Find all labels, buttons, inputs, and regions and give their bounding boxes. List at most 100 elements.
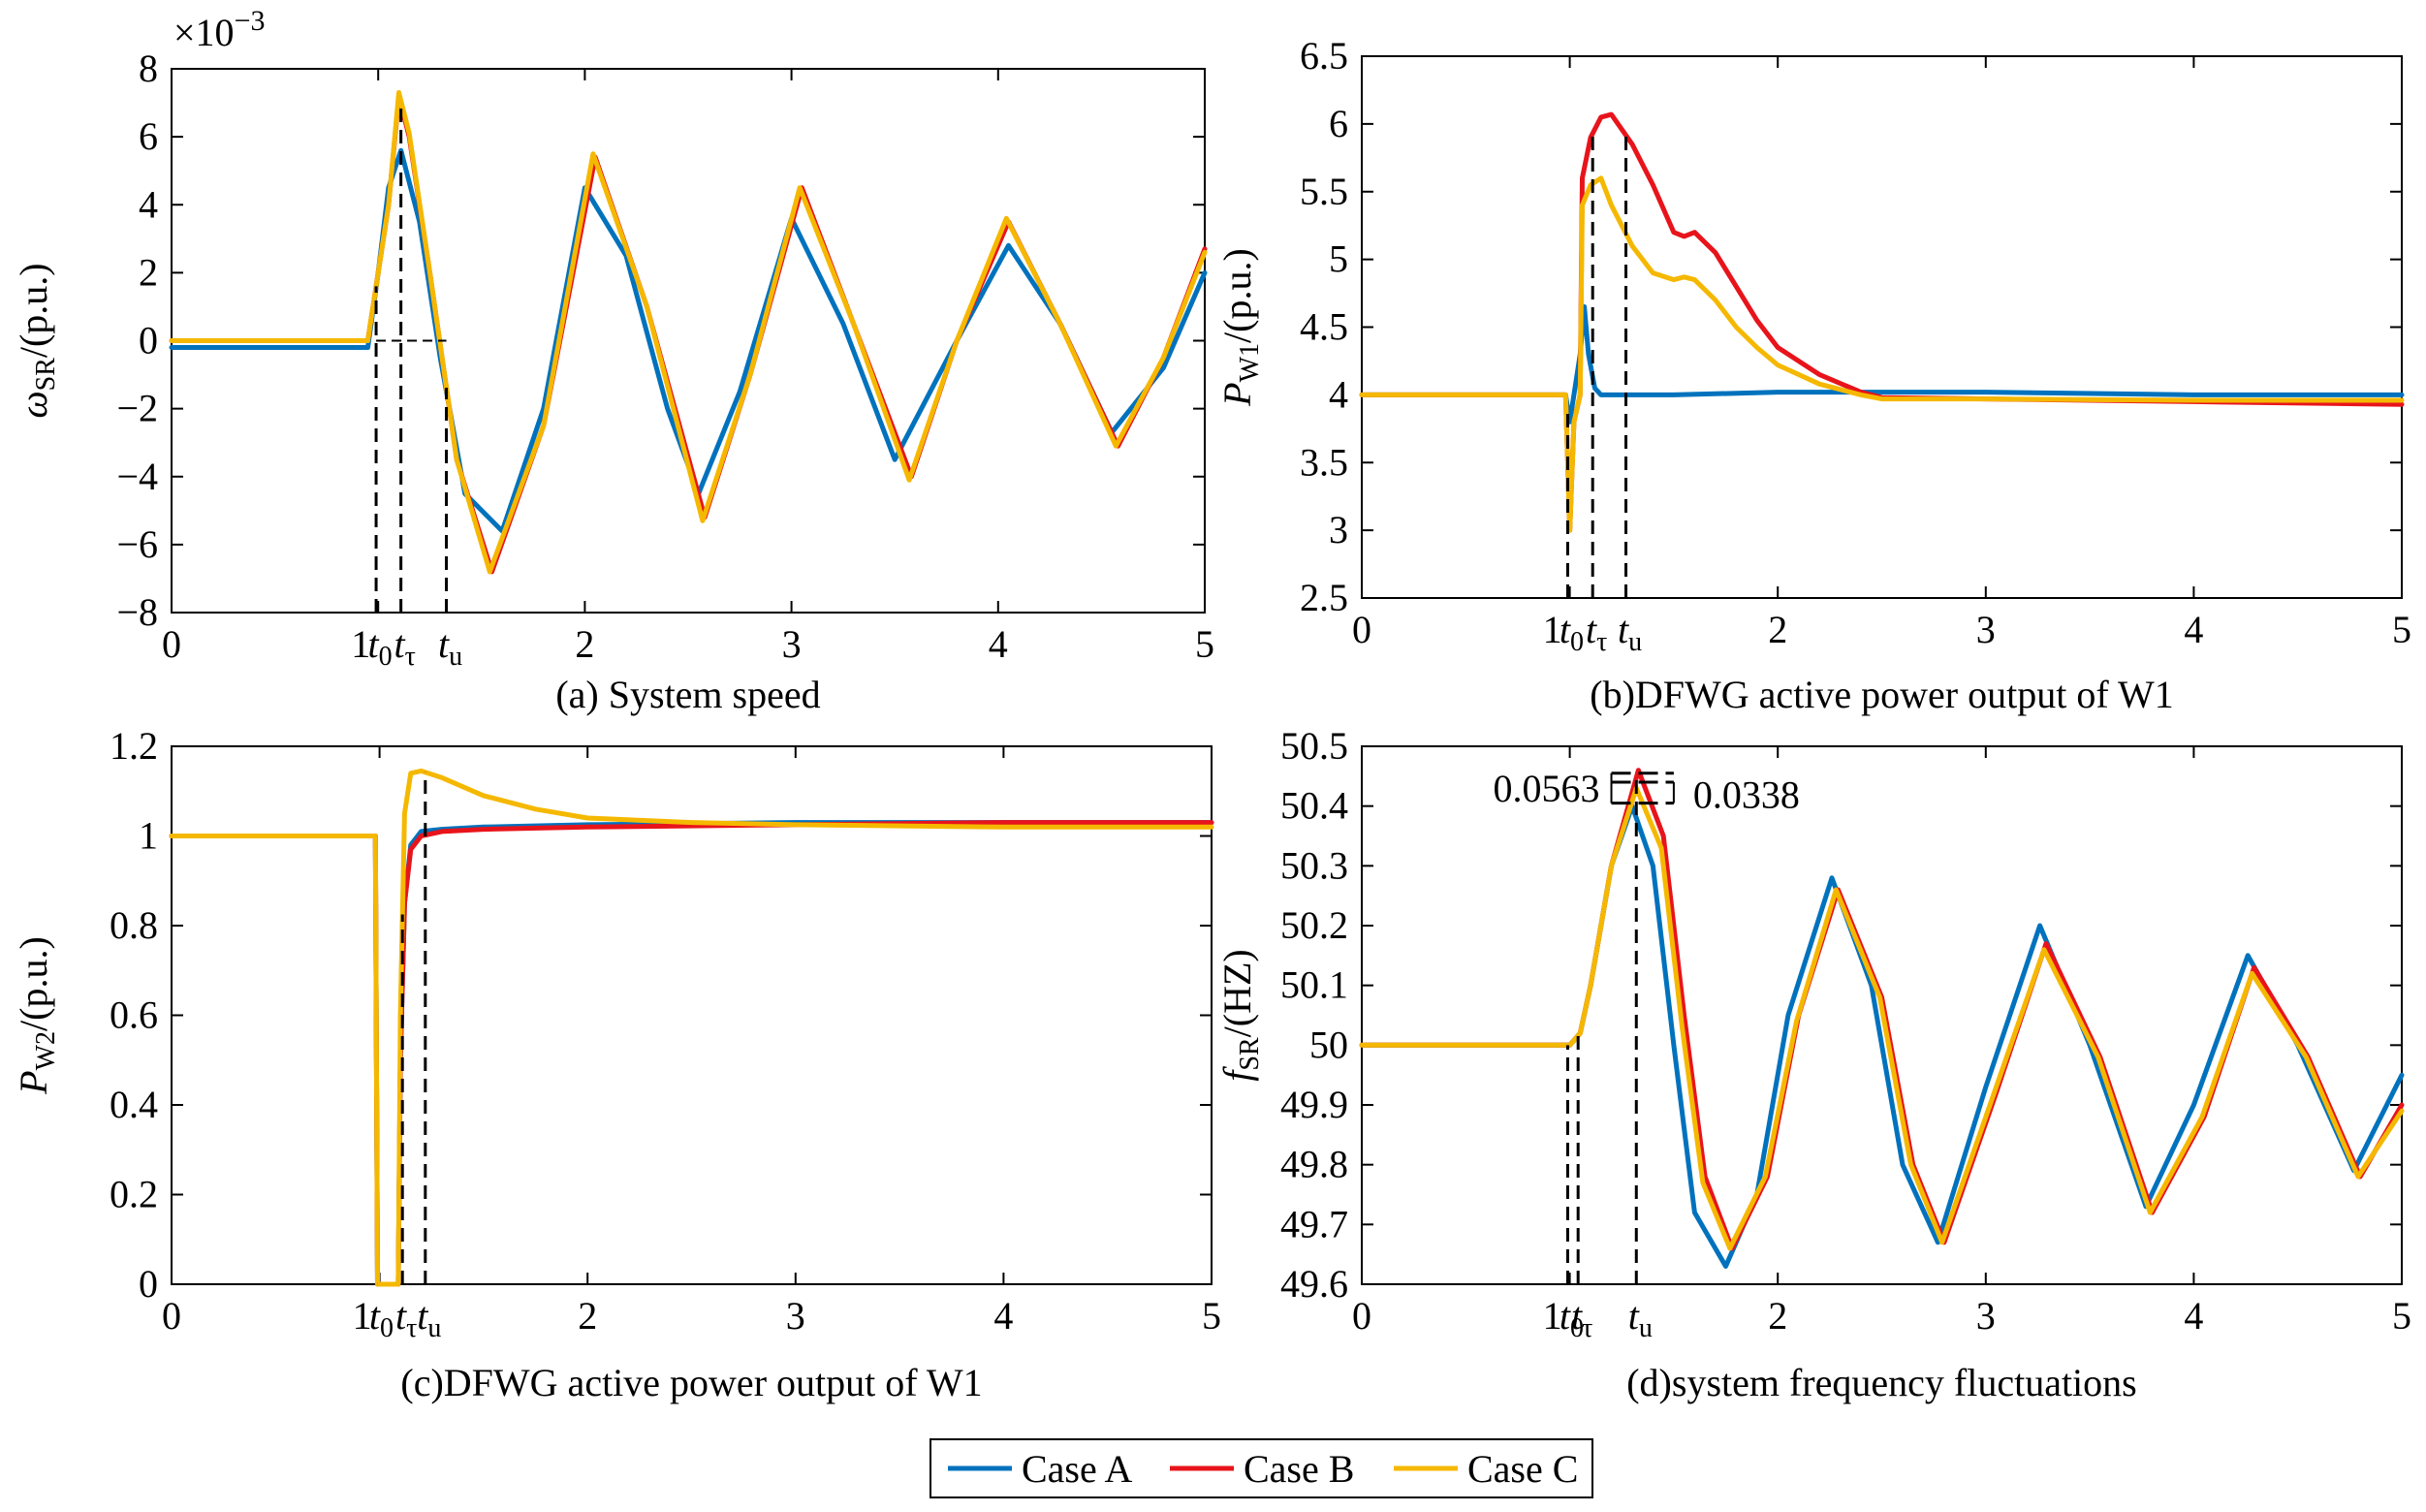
marker-label: tu [417,1294,441,1343]
series-line-case-a [169,820,1214,1287]
y-tick-label: 3.5 [1300,440,1348,484]
marker-label: tτ [395,1294,417,1343]
y-tick-label: −6 [116,522,158,566]
series-line-case-c [169,768,1214,1287]
y-tick-label: 6 [1329,102,1348,145]
marker-label: t0 [368,622,393,672]
y-tick-label: 50.2 [1280,903,1348,947]
legend: Case A Case B Case C [929,1438,1593,1498]
x-tick-label: 3 [786,1294,805,1338]
series-line-case-c [1359,785,2405,1251]
x-tick-label: 5 [1195,622,1214,666]
y-tick-label: −4 [116,455,158,498]
x-tick-label: 4 [993,1294,1013,1338]
chart-caption: (b)DFWG active power output of W1 [1590,673,2173,716]
plot-area [1361,745,2403,1285]
y-tick-label: 49.6 [1280,1262,1348,1306]
series-line-case-a [1359,803,2405,1269]
y-tick-label: 0.6 [110,993,158,1037]
marker-label: tu [1628,1294,1653,1343]
x-tick-label: 5 [2392,608,2411,651]
plot-area [1361,55,2403,599]
legend-label: Case A [1022,1447,1133,1491]
y-tick-label: 5 [1329,237,1348,281]
x-tick-label: 0 [1352,1294,1371,1338]
legend-box [929,1438,1593,1498]
marker-label: t0 [1560,1294,1584,1343]
y-tick-label: −8 [116,590,158,634]
y-axis-label: ωSR/(p.u.) [12,263,61,418]
marker-label: t0 [1560,608,1584,657]
chart-panel-b: 0 1 2 3 4 5 6.5 6 5.5 5 4.5 4 3.5 3 2.5 PW1/(p.u.) (b)DF… [1215,34,2411,716]
x-tick-label: 1 [353,1294,372,1338]
y-tick-label: 2.5 [1300,576,1348,619]
legend-label: Case B [1244,1447,1354,1491]
marker-label: tu [438,622,462,672]
y-tick-label: 49.8 [1280,1143,1348,1186]
x-tick-label: 1 [351,622,370,666]
x-tick-label: 0 [1352,608,1371,651]
y-tick-label: 50.1 [1280,963,1348,1007]
x-tick-label: 2 [578,1294,597,1338]
marker-label: t0 [369,1294,394,1343]
y-tick-label: 50.5 [1280,724,1348,768]
chart-panel-d: 0 1 2 3 4 5 50.5 50.4 50.3 50.2 50.1 50 49.9 49.8 49.7… [1215,724,2411,1404]
y-tick-label: 50.4 [1280,784,1348,828]
x-tick-label: 2 [1768,608,1787,651]
y-exponent-label: ×10−3 [173,5,265,54]
x-tick-label: 5 [1202,1294,1221,1338]
x-tick-label: 3 [782,622,802,666]
x-tick-label: 2 [1768,1294,1787,1338]
y-tick-label: 0.4 [110,1083,158,1126]
y-tick-label: 50 [1309,1023,1348,1066]
x-tick-label: 2 [575,622,594,666]
y-tick-label: −2 [116,387,158,430]
y-tick-label: 0.8 [110,903,158,947]
series-line-case-c [169,90,1208,575]
x-tick-label: 3 [1976,608,1996,651]
y-tick-label: 6.5 [1300,34,1348,78]
y-tick-label: 3 [1329,508,1348,551]
x-tick-label: 4 [2184,608,2203,651]
x-tick-label: 0 [162,1294,181,1338]
y-tick-label: 4 [1329,372,1348,416]
series-line-case-a [1359,304,2405,425]
x-tick-label: 5 [2392,1294,2411,1338]
y-tick-label: 4 [139,182,158,226]
series-line-case-b [169,820,1214,1287]
y-axis-label: fSR/(HZ) [1215,949,1265,1081]
series-line-case-b [1359,111,2405,533]
y-tick-label: 1 [139,814,158,858]
series-line-case-b [169,93,1208,575]
y-tick-label: 6 [139,114,158,158]
annotation-right: 0.0338 [1693,772,1800,816]
y-axis-label: PW1/(p.u.) [1215,248,1265,407]
y-tick-label: 0 [139,1262,158,1306]
y-tick-label: 5.5 [1300,170,1348,213]
marker-label: tu [1618,608,1642,657]
chart-caption: (c)DFWG active power output of W1 [400,1361,982,1404]
y-tick-label: 4.5 [1300,305,1348,349]
chart-panel-a: 0 1 2 3 4 5 8 6 4 2 0 −2 −4 −6 −8 ×10−3 ωSR/(p.u.) (a) Sy… [12,5,1214,716]
chart-panel-c: 0 1 2 3 4 5 1.2 1 0.8 0.6 0.4 0.2 0 PW2/(p.u.) (c)DFWG… [12,724,1221,1404]
legend-label: Case C [1467,1447,1578,1491]
chart-caption: (d)system frequency fluctuations [1626,1361,2137,1404]
y-tick-label: 8 [139,47,158,90]
x-tick-label: 4 [2184,1294,2203,1338]
y-tick-label: 2 [139,250,158,294]
y-tick-label: 0 [139,319,158,362]
x-tick-label: 0 [162,622,181,666]
x-tick-label: 3 [1976,1294,1996,1338]
y-axis-label: PW2/(p.u.) [12,936,61,1095]
series-line-case-a [169,147,1208,534]
y-tick-label: 49.7 [1280,1202,1348,1245]
y-tick-label: 49.9 [1280,1083,1348,1126]
y-tick-label: 1.2 [110,724,158,768]
marker-label: tτ [1571,1294,1592,1343]
x-tick-label: 1 [1543,1294,1562,1338]
x-tick-label: 4 [989,622,1008,666]
marker-label: tτ [1586,608,1607,657]
marker-label: tτ [394,622,415,672]
x-tick-label: 1 [1543,608,1562,651]
